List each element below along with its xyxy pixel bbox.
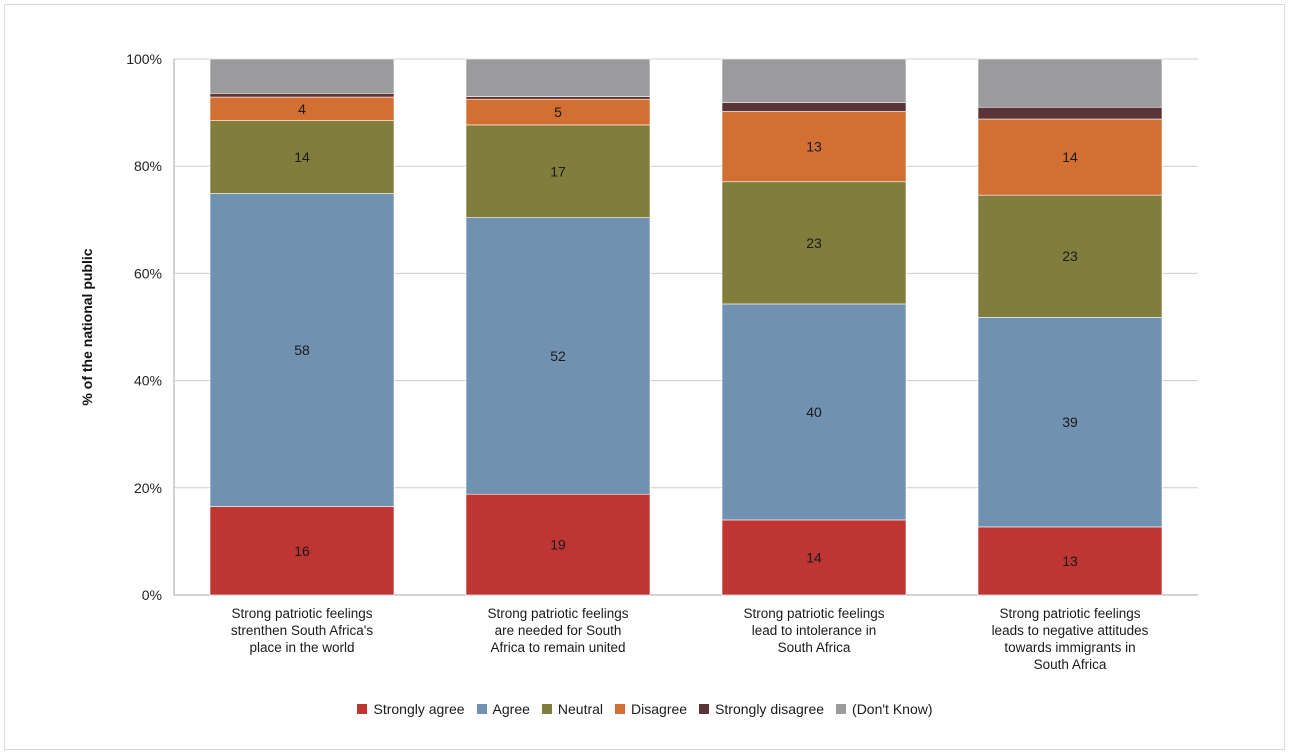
data-label: 23 [806, 235, 822, 251]
bar-segment [465, 96, 651, 100]
chart-frame [4, 4, 1285, 750]
bar-segment [209, 506, 395, 596]
bar-segment [209, 120, 395, 194]
x-tick-label: strenthen South Africa's [231, 623, 373, 638]
data-label: 14 [1062, 149, 1078, 165]
legend-item: Agree [476, 701, 530, 717]
x-tick-label: are needed for South [495, 623, 622, 638]
bar-segment [977, 118, 1163, 196]
x-tick-label: place in the world [249, 640, 354, 655]
bar-segment [465, 98, 651, 126]
bar-segment [209, 193, 395, 507]
legend-label: Neutral [557, 701, 604, 717]
y-tick-label: 20% [134, 480, 162, 496]
data-label: 4 [298, 101, 306, 117]
y-axis-title: % of the national public [79, 248, 95, 405]
legend-label: Agree [492, 701, 530, 717]
legend-swatch [615, 704, 626, 714]
x-tick-label: South Africa [778, 640, 851, 655]
y-tick-label: 60% [134, 265, 162, 281]
legend-swatch [476, 704, 487, 714]
legend-label: Disagree [631, 701, 688, 717]
legend-label: (Don't Know) [852, 701, 933, 717]
x-tick-label: Strong patriotic feelings [999, 606, 1140, 621]
bar-segment [977, 106, 1163, 120]
bar-segment [977, 194, 1163, 318]
bar-segment [465, 217, 651, 495]
legend-item: Disagree [615, 701, 687, 717]
bar-segment [721, 102, 907, 112]
data-label: 52 [550, 348, 566, 364]
x-tick-label: Strong patriotic feelings [231, 606, 372, 621]
data-label: 58 [294, 342, 310, 358]
x-tick-label: lead to intolerance in [752, 623, 877, 638]
legend: Strongly agree Agree Neutral Disagree Strong… [0, 701, 1290, 717]
data-label: 40 [806, 404, 822, 420]
data-label: 14 [806, 549, 822, 565]
bar-segment [465, 58, 651, 97]
data-label: 13 [806, 139, 822, 155]
bar-segment [977, 317, 1163, 528]
y-tick-label: 100% [126, 51, 162, 67]
data-label: 23 [1062, 248, 1078, 264]
y-tick-label: 80% [134, 158, 162, 174]
bar-segment [721, 111, 907, 183]
bar-segment [721, 519, 907, 596]
x-tick-label: leads to negative attitudes [992, 623, 1149, 638]
bar-segment [465, 493, 651, 596]
legend-swatch [357, 704, 368, 714]
data-label: 14 [294, 149, 310, 165]
legend-swatch [699, 704, 710, 714]
x-tick-label: towards immigrants in [1004, 640, 1135, 655]
legend-label: Strongly disagree [715, 701, 825, 717]
data-label: 5 [554, 104, 562, 120]
legend-swatch [836, 704, 847, 714]
data-label: 39 [1062, 414, 1078, 430]
legend-item: Strongly disagree [699, 701, 824, 717]
legend-item: Neutral [541, 701, 604, 717]
bar-segment [721, 303, 907, 521]
bar-segment [209, 93, 395, 98]
bar-segment [465, 124, 651, 218]
bar-segment [721, 58, 907, 103]
legend-item: Strongly agree [357, 701, 465, 717]
bar-segment [977, 58, 1163, 108]
bar-segment [977, 526, 1163, 596]
bar-segment [721, 181, 907, 305]
data-label: 16 [294, 543, 310, 559]
y-tick-label: 40% [134, 373, 162, 389]
data-label: 19 [550, 537, 566, 553]
x-tick-label: Africa to remain united [490, 640, 625, 655]
legend-label: Strongly agree [373, 701, 465, 717]
x-tick-label: South Africa [1034, 657, 1107, 672]
legend-item: (Don't Know) [836, 701, 933, 717]
data-label: 13 [1062, 553, 1078, 569]
x-tick-label: Strong patriotic feelings [743, 606, 884, 621]
x-tick-label: Strong patriotic feelings [487, 606, 628, 621]
bar-segment [209, 58, 395, 94]
legend-swatch [541, 704, 552, 714]
y-tick-label: 0% [142, 587, 162, 603]
data-label: 17 [550, 163, 566, 179]
